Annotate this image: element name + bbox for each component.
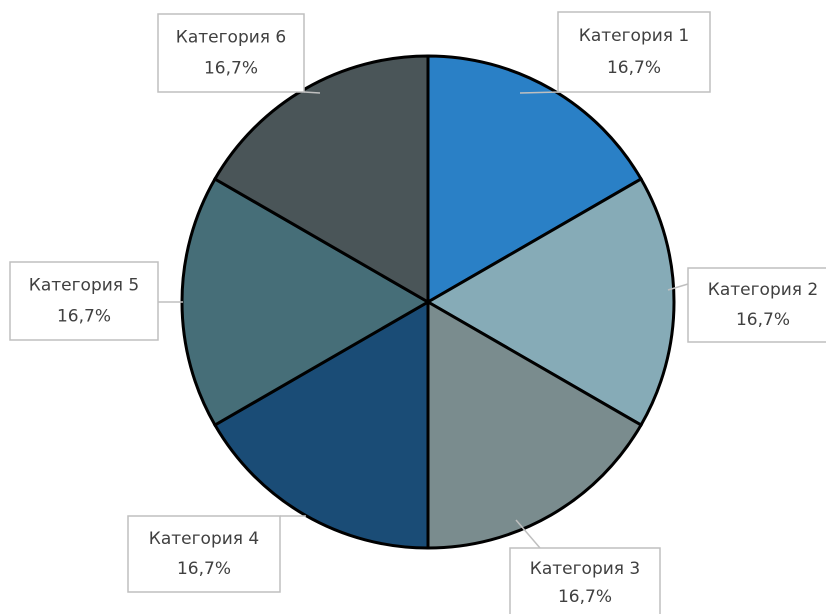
category-label: Категория 6 xyxy=(176,27,286,47)
value-label: 16,7% xyxy=(736,310,790,330)
leader-line xyxy=(303,91,321,94)
value-label: 16,7% xyxy=(558,587,612,607)
label-box xyxy=(557,11,711,93)
value-label: 16,7% xyxy=(57,307,111,327)
value-label: 16,7% xyxy=(607,58,661,78)
value-label: 16,7% xyxy=(204,59,258,79)
category-label: Категория 5 xyxy=(29,275,139,295)
pie-slice xyxy=(425,176,676,428)
label-box xyxy=(9,261,159,341)
pie-slice xyxy=(212,299,430,550)
category-label: Категория 1 xyxy=(579,26,689,46)
label-box xyxy=(127,515,281,593)
pie-slice xyxy=(212,54,430,305)
pie-slice xyxy=(426,54,644,305)
leader-line xyxy=(519,91,561,94)
category-label: Категория 3 xyxy=(530,559,640,579)
leader-line xyxy=(515,519,541,549)
category-label: Категория 4 xyxy=(149,529,259,549)
category-label: Категория 2 xyxy=(708,280,818,300)
leader-line xyxy=(667,283,689,291)
pie-slice xyxy=(426,299,644,550)
label-box xyxy=(687,267,826,343)
value-label: 16,7% xyxy=(177,559,231,579)
label-box xyxy=(157,13,305,93)
label-box xyxy=(509,547,661,614)
